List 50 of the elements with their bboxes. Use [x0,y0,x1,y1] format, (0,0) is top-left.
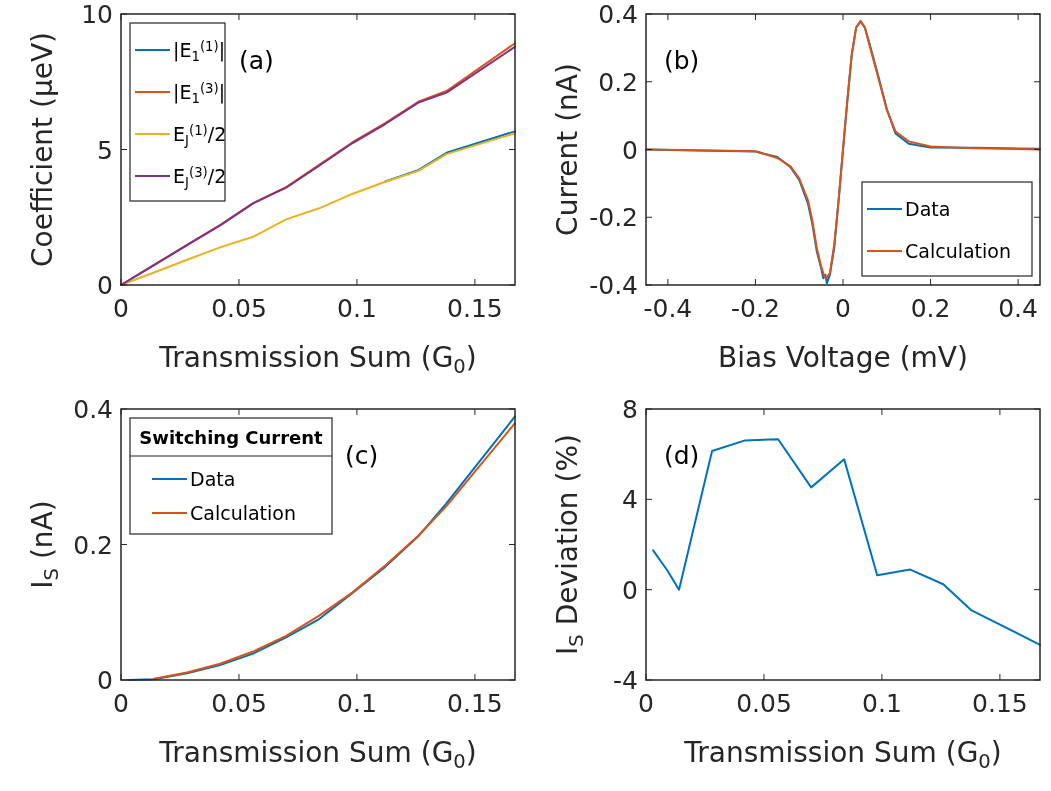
y-tick-label: 0.2 [73,530,113,560]
annotation: (b) [664,46,700,75]
annotation: (d) [664,441,700,470]
y-axis-title: Current (nA) [551,63,584,236]
y-tick-label: 0 [622,575,638,605]
y-tick-label: 0 [97,666,113,695]
y-tick-label: 0.2 [598,67,638,97]
y-tick-label: -0.2 [589,203,638,233]
y-axis-title: Coefficient (μeV) [26,31,59,268]
x-axis-title: Bias Voltage (mV) [718,341,968,374]
x-tick-label: 0.1 [337,294,377,323]
y-tick-label: 0 [622,135,638,165]
y-tick-label: -4 [613,666,638,695]
x-tick-label: -0.2 [731,294,780,323]
x-axis-title: Transmission Sum (G$_{0}$) [158,341,477,378]
y-tick-label: 0 [97,271,113,300]
legend-label: Data [190,468,236,490]
x-tick-label: 0 [835,294,851,323]
legend-label: Data [905,198,951,220]
y-tick-label: -0.4 [589,271,638,300]
annotation: (a) [239,46,274,75]
legend-title: Switching Current [139,427,324,448]
legend-label: |E$_{1}$$^{(1)}$| [173,39,226,64]
y-tick-label: 0.4 [598,0,638,29]
x-tick-label: 0.05 [211,294,267,323]
legend-label: E$_{J}$$^{(3)}$/2 [173,165,227,190]
x-axis-title: Transmission Sum (G$_{0}$) [158,736,477,773]
x-tick-label: 0.1 [337,689,377,718]
x-tick-label: 0.15 [447,294,503,323]
y-tick-label: 4 [622,485,638,515]
legend-label: E$_{J}$$^{(1)}$/2 [173,123,227,148]
legend-label: Calculation [190,502,296,524]
y-tick-label: 10 [81,0,113,29]
x-tick-label: 0.1 [862,689,902,718]
y-tick-label: 0.4 [73,395,113,424]
x-tick-label: 0.4 [998,294,1038,323]
annotation: (c) [345,441,379,470]
x-tick-label: 0.15 [972,689,1028,718]
legend-label: Calculation [905,240,1011,262]
line-series [384,130,516,183]
x-tick-label: 0.2 [910,294,951,323]
x-axis-title: Transmission Sum (G$_{0}$) [683,736,1002,773]
line-series [652,438,1041,646]
x-tick-label: 0.05 [211,689,267,718]
y-tick-label: 5 [97,135,113,165]
y-tick-label: 8 [622,395,638,424]
x-tick-label: 0.05 [736,689,792,718]
x-tick-label: 0.15 [447,689,503,718]
x-tick-label: -0.4 [643,294,693,323]
legend-label: |E$_{1}$$^{(3)}$| [173,81,226,106]
